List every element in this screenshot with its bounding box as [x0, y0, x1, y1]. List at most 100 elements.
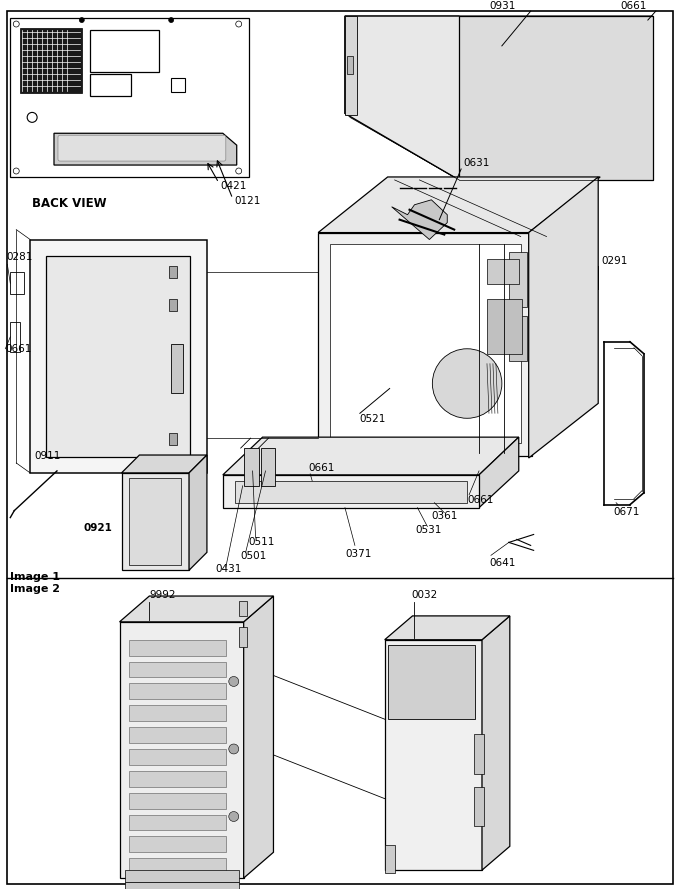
- Polygon shape: [223, 437, 519, 475]
- Circle shape: [228, 744, 239, 754]
- Bar: [10, 322, 20, 352]
- Circle shape: [228, 812, 239, 821]
- Bar: [487, 260, 519, 284]
- Polygon shape: [223, 475, 479, 508]
- Text: 0121: 0121: [235, 196, 261, 205]
- Text: 0531: 0531: [415, 525, 442, 534]
- Bar: [129, 793, 226, 809]
- Bar: [129, 814, 226, 830]
- Bar: [509, 252, 527, 307]
- Bar: [235, 481, 467, 502]
- Bar: [129, 684, 226, 700]
- Bar: [347, 56, 353, 74]
- Bar: [388, 645, 475, 719]
- Text: Image 2: Image 2: [10, 584, 61, 594]
- Bar: [129, 771, 226, 787]
- Bar: [129, 478, 181, 565]
- Bar: [171, 77, 185, 92]
- Text: 0631: 0631: [463, 158, 490, 168]
- Bar: [90, 30, 159, 72]
- Polygon shape: [189, 455, 207, 570]
- Text: 0361: 0361: [431, 510, 458, 521]
- Text: 0661: 0661: [5, 344, 32, 354]
- Polygon shape: [479, 437, 519, 508]
- Bar: [169, 433, 177, 445]
- Bar: [239, 601, 247, 616]
- Text: 0641: 0641: [489, 558, 515, 568]
- Bar: [345, 16, 357, 116]
- Circle shape: [14, 21, 19, 27]
- Bar: [129, 640, 226, 655]
- Text: Image 1: Image 1: [10, 573, 61, 582]
- Circle shape: [236, 168, 241, 174]
- Bar: [129, 858, 226, 874]
- Bar: [30, 239, 207, 473]
- Text: 0431: 0431: [216, 565, 242, 574]
- Text: 0661: 0661: [467, 495, 494, 505]
- Circle shape: [432, 348, 502, 419]
- Bar: [90, 74, 131, 95]
- Circle shape: [228, 677, 239, 686]
- Text: 0931: 0931: [489, 1, 515, 12]
- Circle shape: [169, 18, 173, 22]
- Polygon shape: [345, 16, 653, 180]
- Bar: [239, 627, 247, 646]
- Bar: [385, 640, 482, 870]
- Bar: [120, 622, 243, 878]
- Bar: [171, 344, 183, 394]
- Text: 9992: 9992: [150, 590, 176, 600]
- Polygon shape: [459, 16, 653, 180]
- Text: 0661: 0661: [308, 463, 335, 473]
- Polygon shape: [120, 596, 273, 622]
- Text: 0521: 0521: [360, 414, 386, 424]
- Bar: [169, 299, 177, 311]
- Text: 0511: 0511: [249, 538, 275, 548]
- Polygon shape: [392, 200, 447, 239]
- Bar: [129, 837, 226, 853]
- Text: 0501: 0501: [241, 551, 267, 561]
- Polygon shape: [54, 133, 237, 165]
- Bar: [10, 272, 24, 294]
- Polygon shape: [528, 177, 598, 458]
- Polygon shape: [122, 455, 207, 473]
- Polygon shape: [482, 616, 510, 870]
- Bar: [260, 448, 275, 485]
- Bar: [318, 233, 532, 456]
- Text: 0671: 0671: [613, 507, 639, 517]
- Bar: [129, 749, 226, 765]
- Polygon shape: [243, 596, 273, 878]
- Bar: [10, 18, 249, 177]
- Bar: [20, 28, 82, 92]
- Text: BACK VIEW: BACK VIEW: [32, 196, 107, 210]
- Polygon shape: [318, 177, 600, 233]
- Text: 0421: 0421: [221, 180, 248, 191]
- Circle shape: [236, 21, 241, 27]
- Polygon shape: [345, 16, 459, 180]
- Bar: [129, 661, 226, 677]
- Bar: [122, 473, 189, 570]
- Text: 0921: 0921: [84, 523, 113, 533]
- Bar: [46, 256, 190, 457]
- Bar: [243, 448, 258, 485]
- Bar: [124, 882, 239, 889]
- Bar: [330, 244, 521, 443]
- Text: 0281: 0281: [6, 252, 33, 262]
- Text: 0291: 0291: [601, 256, 628, 267]
- Text: 0371: 0371: [345, 549, 371, 559]
- Circle shape: [80, 18, 84, 22]
- Bar: [129, 727, 226, 743]
- Bar: [487, 299, 522, 354]
- Bar: [474, 734, 484, 773]
- Text: 0661: 0661: [620, 1, 647, 12]
- Bar: [169, 267, 177, 278]
- FancyBboxPatch shape: [58, 135, 226, 161]
- Text: 0032: 0032: [411, 590, 438, 600]
- Bar: [129, 705, 226, 721]
- Bar: [509, 316, 527, 361]
- Text: 0911: 0911: [34, 451, 61, 461]
- Circle shape: [14, 168, 19, 174]
- Polygon shape: [385, 616, 510, 640]
- Circle shape: [27, 112, 37, 123]
- Bar: [124, 870, 239, 882]
- Bar: [474, 787, 484, 827]
